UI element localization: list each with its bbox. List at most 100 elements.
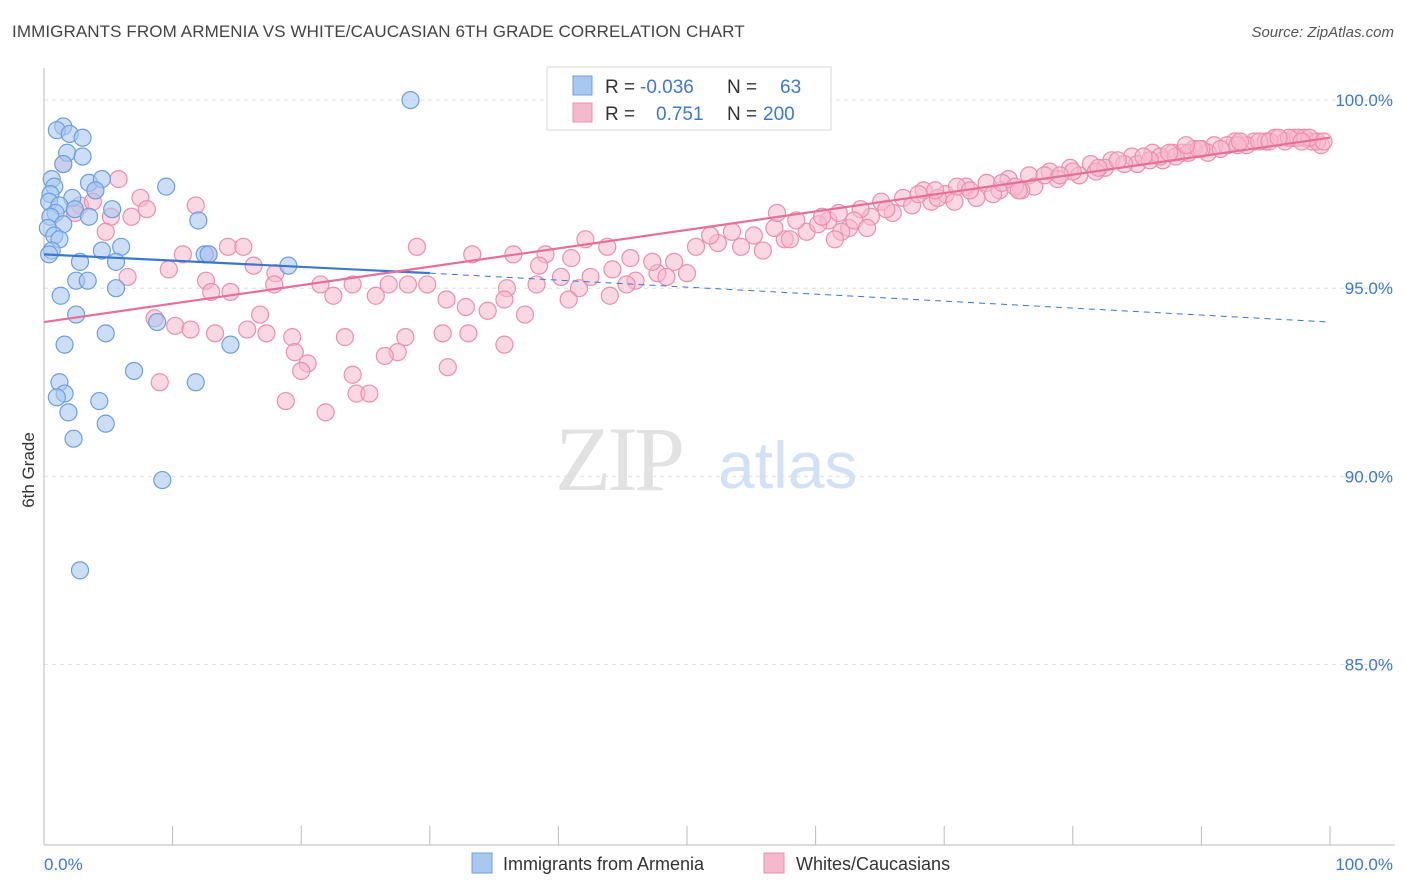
armenia-point xyxy=(106,252,126,271)
whites-caucasians-point xyxy=(731,237,751,256)
whites-caucasians-point xyxy=(250,305,270,324)
armenia-point xyxy=(47,388,66,407)
whites-caucasians-point xyxy=(1269,128,1288,147)
whites-caucasians-point xyxy=(238,320,257,339)
legend-swatch-armenia xyxy=(572,75,593,96)
whites-caucasians-point xyxy=(701,226,720,245)
armenia-point xyxy=(124,361,144,381)
whites-caucasians-point xyxy=(1035,166,1054,185)
bottom-legend-label-armenia: Immigrants from Armenia xyxy=(503,854,705,874)
armenia-points xyxy=(38,90,420,580)
whites-caucasians-trend-line xyxy=(43,136,1331,324)
armenia-point xyxy=(51,286,70,305)
whites-caucasians-point xyxy=(551,267,571,287)
armenia-point xyxy=(73,128,92,147)
whites-caucasians-point xyxy=(926,181,945,200)
whites-caucasians-point xyxy=(181,320,200,339)
armenia-point xyxy=(221,335,240,354)
whites-caucasians-point xyxy=(909,185,928,204)
whites-caucasians-point xyxy=(780,230,799,249)
whites-caucasians-point xyxy=(1160,143,1179,162)
correlation-legend: R = -0.036 N = 63 R = 0.751 N = 200 xyxy=(546,66,832,131)
whites-caucasians-point xyxy=(418,275,437,294)
whites-caucasians-points xyxy=(54,128,1333,422)
whites-caucasians-point xyxy=(665,252,684,271)
whites-caucasians-point xyxy=(459,324,478,343)
whites-caucasians-point xyxy=(1230,132,1250,151)
armenia-point xyxy=(199,245,218,264)
chart-title: IMMIGRANTS FROM ARMENIA VS WHITE/CAUCASI… xyxy=(12,22,745,41)
whites-caucasians-point xyxy=(744,226,763,245)
whites-caucasians-point xyxy=(379,275,398,294)
armenia-trend-line xyxy=(43,253,430,275)
whites-caucasians-point xyxy=(562,249,581,268)
whites-caucasians-point xyxy=(530,256,549,275)
armenia-point xyxy=(103,200,122,219)
armenia-point xyxy=(55,335,74,354)
whites-caucasians-point xyxy=(186,196,205,215)
armenia-point xyxy=(65,200,84,219)
armenia-point xyxy=(54,154,73,174)
armenia-point xyxy=(64,429,83,448)
legend-n-value-2: 200 xyxy=(763,104,795,125)
watermark-zip: ZIP xyxy=(555,408,682,510)
armenia-point xyxy=(78,271,97,290)
armenia-point xyxy=(153,470,172,490)
whites-caucasians-point xyxy=(478,301,497,320)
legend-swatch-whites xyxy=(572,102,593,123)
grid-lines xyxy=(44,99,1395,665)
y-tick-label: 100.0% xyxy=(1335,91,1393,110)
whites-caucasians-point xyxy=(283,328,302,347)
whites-caucasians-point xyxy=(677,264,697,283)
whites-caucasians-point xyxy=(122,207,141,226)
whites-caucasians-point xyxy=(456,297,475,317)
whites-caucasians-point xyxy=(787,211,806,230)
y-tick-label: 95.0% xyxy=(1345,279,1393,298)
watermark: ZIP atlas xyxy=(555,408,857,510)
whites-caucasians-point xyxy=(366,286,385,305)
whites-caucasians-point xyxy=(1089,158,1108,177)
whites-caucasians-point xyxy=(765,218,784,238)
whites-caucasians-point xyxy=(657,267,676,287)
whites-caucasians-point xyxy=(495,335,514,354)
whites-caucasians-point xyxy=(686,237,706,256)
whites-caucasians-point xyxy=(437,290,456,309)
whites-caucasians-point xyxy=(1134,147,1153,166)
legend-r-value-2: 0.751 xyxy=(656,104,704,125)
x-tick-label-min: 0.0% xyxy=(44,855,83,874)
whites-caucasians-point xyxy=(1176,136,1196,155)
whites-caucasians-point xyxy=(205,324,225,343)
whites-caucasians-point xyxy=(722,222,742,241)
whites-caucasians-point xyxy=(150,373,169,392)
armenia-point xyxy=(189,211,208,230)
armenia-point xyxy=(90,391,109,411)
whites-caucasians-point xyxy=(173,245,192,264)
whites-caucasians-point xyxy=(360,384,379,403)
whites-caucasians-point xyxy=(118,267,137,287)
armenia-point xyxy=(96,324,115,343)
whites-caucasians-point xyxy=(463,245,482,264)
whites-caucasians-point xyxy=(324,286,343,305)
whites-caucasians-point xyxy=(292,361,311,381)
armenia-point xyxy=(70,252,90,271)
armenia-point xyxy=(73,147,92,166)
x-tick-label-max: 100.0% xyxy=(1335,855,1393,874)
armenia-point xyxy=(96,414,115,433)
armenia-point xyxy=(59,403,78,422)
trend-lines xyxy=(43,136,1331,324)
whites-caucasians-point xyxy=(396,328,415,347)
armenia-point xyxy=(186,373,205,392)
legend-r-label-1: R = xyxy=(605,77,635,98)
whites-caucasians-point xyxy=(375,346,394,366)
whites-caucasians-point xyxy=(166,316,185,335)
bottom-legend-swatch-armenia xyxy=(471,852,493,874)
armenia-point xyxy=(92,241,111,260)
whites-caucasians-point xyxy=(559,290,578,309)
whites-caucasians-point xyxy=(218,237,237,256)
whites-caucasians-point xyxy=(603,260,622,279)
whites-caucasians-point xyxy=(398,275,418,294)
whites-caucasians-point xyxy=(643,252,662,271)
whites-caucasians-point xyxy=(515,305,535,324)
whites-caucasians-point xyxy=(621,249,640,268)
